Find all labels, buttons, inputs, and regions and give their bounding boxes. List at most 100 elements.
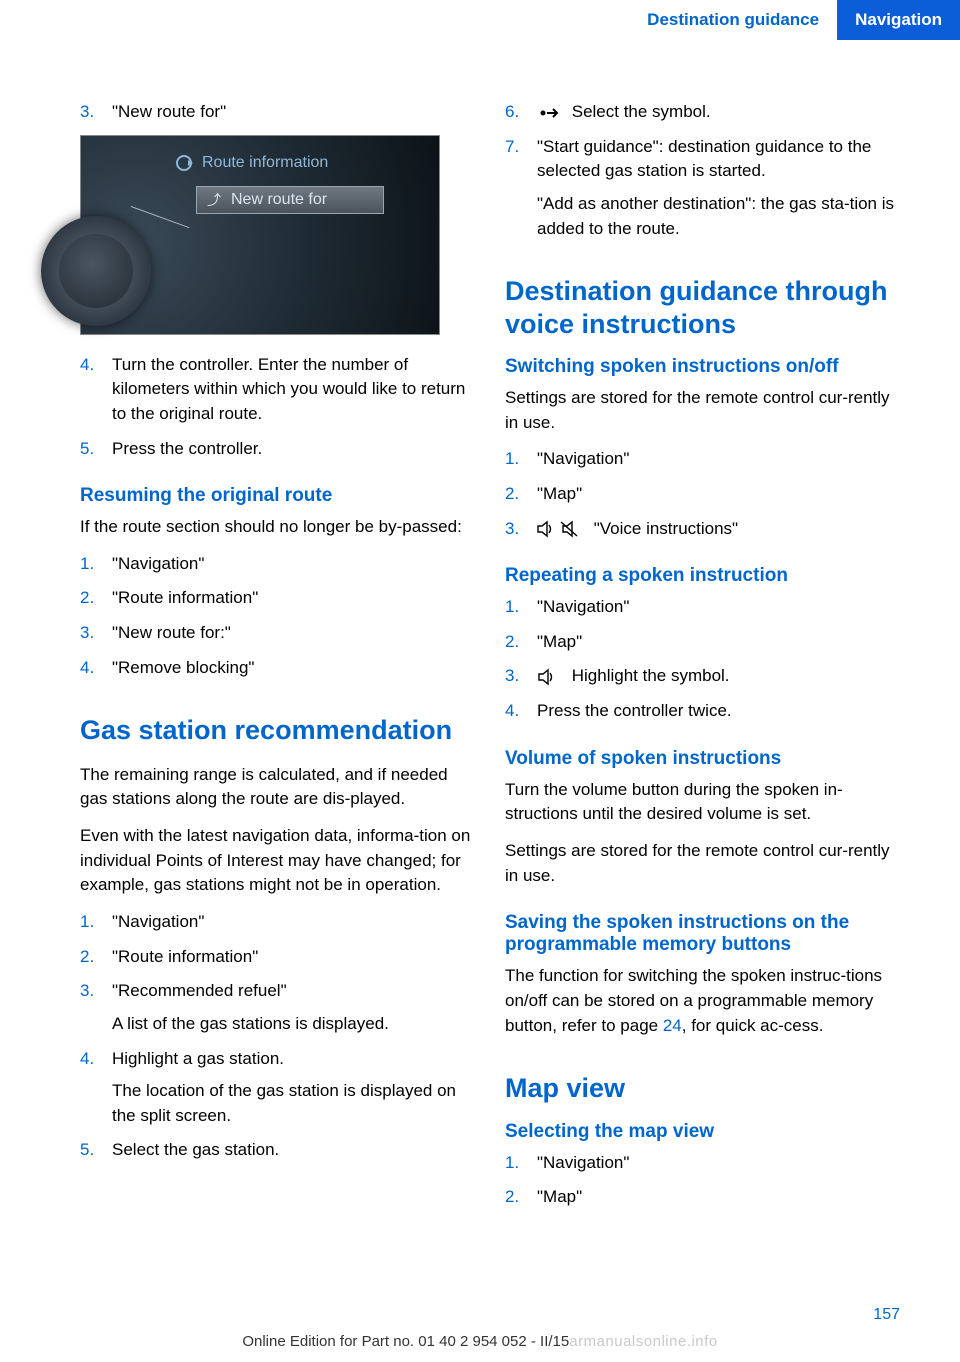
step-text: "Navigation" [537, 447, 900, 472]
speaker-icon [537, 668, 561, 686]
paragraph: Settings are stored for the remote contr… [505, 386, 900, 435]
step-body: Highlight a gas station. The location of… [112, 1047, 475, 1129]
step-text: "Map" [537, 1185, 900, 1210]
step-text: "Navigation" [537, 1151, 900, 1176]
step-number: 2. [505, 1185, 537, 1210]
screenshot-row-selected: ⤴ New route for [196, 186, 384, 214]
subheading-volume: Volume of spoken instructions [505, 748, 900, 770]
step-text: Turn the controller. Enter the number of… [112, 353, 475, 427]
step-number: 3. [80, 979, 112, 1036]
screenshot-label: New route for [231, 191, 327, 209]
list-item: 4."Remove blocking" [80, 656, 475, 681]
content-columns: 3. "New route for" Route information ⤴ N… [0, 40, 960, 1250]
step-number: 1. [505, 595, 537, 620]
step-text: Press the controller twice. [537, 699, 900, 724]
step-number: 2. [505, 630, 537, 655]
list-item: 5. Press the controller. [80, 437, 475, 462]
step-number: 4. [505, 699, 537, 724]
step-number: 4. [80, 656, 112, 681]
list-item: 2."Map" [505, 630, 900, 655]
step-number: 1. [80, 910, 112, 935]
step-number: 5. [80, 437, 112, 462]
step-subtext: "Add as another destination": the gas st… [537, 192, 900, 241]
heading-map-view: Map view [505, 1072, 900, 1104]
paragraph: Even with the latest navigation data, in… [80, 824, 475, 898]
step-subtext: A list of the gas stations is displayed. [112, 1012, 475, 1037]
header-chapter: Navigation [837, 0, 960, 40]
list-item: 6. Select the symbol. [505, 100, 900, 125]
left-column: 3. "New route for" Route information ⤴ N… [80, 100, 475, 1220]
step-number: 1. [505, 1151, 537, 1176]
step-number: 2. [80, 586, 112, 611]
step-text: "Start guidance": destination guidance t… [537, 135, 900, 184]
step-body: "Recommended refuel" A list of the gas s… [112, 979, 475, 1036]
paragraph: The remaining range is calculated, and i… [80, 763, 475, 812]
step-text: "Remove blocking" [112, 656, 475, 681]
paragraph: If the route section should no longer be… [80, 515, 475, 540]
subheading-saving: Saving the spoken instructions on the pr… [505, 912, 900, 956]
list-item: 3. "Voice instructions" [505, 517, 900, 542]
step-text: "Recommended refuel" [112, 979, 475, 1004]
step-number: 6. [505, 100, 537, 125]
step-number: 5. [80, 1138, 112, 1163]
step-text: Highlight a gas station. [112, 1047, 475, 1072]
screenshot-row: Route information [176, 154, 328, 172]
step-text: "Route information" [112, 945, 475, 970]
right-column: 6. Select the symbol. 7. "Start guidance… [505, 100, 900, 1220]
page-link[interactable]: 24 [663, 1016, 682, 1035]
page-number: 157 [873, 1306, 900, 1324]
step-number: 3. [505, 517, 537, 542]
list-item: 2."Route information" [80, 586, 475, 611]
bullet-arrow-icon [537, 104, 561, 122]
list-item: 5.Select the gas station. [80, 1138, 475, 1163]
step-text: "Map" [537, 482, 900, 507]
list-item: 1."Navigation" [505, 447, 900, 472]
step-text: "Navigation" [112, 910, 475, 935]
page: Destination guidance Navigation 3. "New … [0, 0, 960, 1362]
list-item: 3. "Recommended refuel" A list of the ga… [80, 979, 475, 1036]
footer-edition: Online Edition for Part no. 01 40 2 954 … [242, 1333, 569, 1350]
step-number: 3. [80, 100, 112, 125]
heading-gas-station: Gas station recommendation [80, 714, 475, 746]
paragraph: Turn the volume button during the spoken… [505, 778, 900, 827]
list-item: 4. Turn the controller. Enter the number… [80, 353, 475, 427]
step-number: 2. [80, 945, 112, 970]
list-item: 1."Navigation" [80, 552, 475, 577]
step-text: "Map" [537, 630, 900, 655]
step-text: "Navigation" [537, 595, 900, 620]
step-number: 7. [505, 135, 537, 242]
step-subtext: The location of the gas station is displ… [112, 1079, 475, 1128]
step-number: 4. [80, 353, 112, 427]
header-section: Destination guidance [629, 0, 837, 40]
step-body: Highlight the symbol. [537, 664, 900, 689]
paragraph: Settings are stored for the remote contr… [505, 839, 900, 888]
step-text: Select the symbol. [572, 102, 711, 121]
heading-voice: Destination guidance through voice instr… [505, 275, 900, 340]
list-item: 2."Map" [505, 1185, 900, 1210]
step-text: "Navigation" [112, 552, 475, 577]
list-item: 1."Navigation" [80, 910, 475, 935]
pointer-line [131, 206, 190, 228]
paragraph-saving: The function for switching the spoken in… [505, 964, 900, 1038]
list-item: 7. "Start guidance": destination guidanc… [505, 135, 900, 242]
list-item: 2."Route information" [80, 945, 475, 970]
screenshot-label: Route information [202, 154, 328, 172]
subheading-selecting-map: Selecting the map view [505, 1121, 900, 1143]
route-icon: ⤴ [207, 190, 221, 210]
step-text: "Voice instructions" [594, 519, 738, 538]
text-part: , for quick ac‐cess. [682, 1016, 824, 1035]
step-text: "New route for:" [112, 621, 475, 646]
list-item: 2."Map" [505, 482, 900, 507]
step-body: Select the symbol. [537, 100, 900, 125]
step-number: 3. [505, 664, 537, 689]
subheading-switch: Switching spoken instructions on/off [505, 356, 900, 378]
step-text: "New route for" [112, 100, 475, 125]
step-body: "Voice instructions" [537, 517, 900, 542]
step-number: 3. [80, 621, 112, 646]
reroute-icon [176, 155, 192, 171]
list-item: 3."New route for:" [80, 621, 475, 646]
step-text: "Route information" [112, 586, 475, 611]
step-number: 1. [80, 552, 112, 577]
subheading-resuming: Resuming the original route [80, 485, 475, 507]
list-item: 4.Press the controller twice. [505, 699, 900, 724]
